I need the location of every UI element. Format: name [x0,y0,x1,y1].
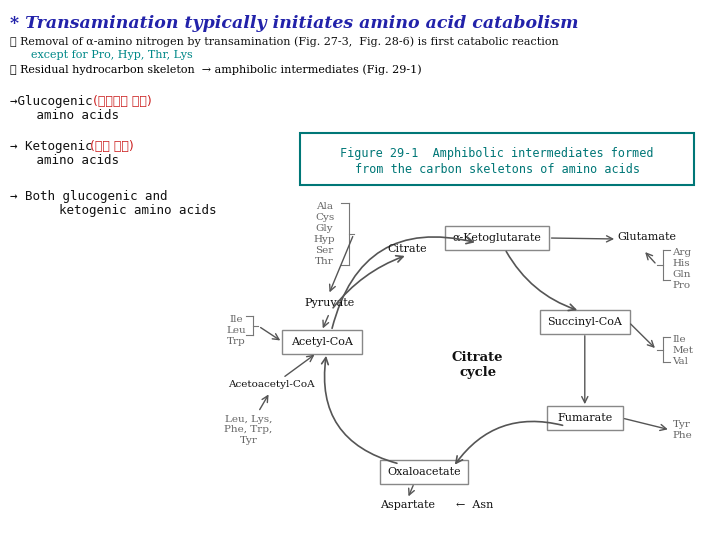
Text: Arg
His
Gln
Pro: Arg His Gln Pro [672,248,692,291]
Text: Pyruvate: Pyruvate [305,298,354,308]
Text: Leu, Lys,
Phe, Trp,
Tyr: Leu, Lys, Phe, Trp, Tyr [225,415,273,445]
Text: →Glucogenic: →Glucogenic [10,95,100,108]
Text: → Ketogenic: → Ketogenic [10,140,100,153]
Text: (글루코스 생성): (글루코스 생성) [93,95,151,108]
Text: Ile
Leu
Trp: Ile Leu Trp [226,315,246,346]
FancyBboxPatch shape [380,460,468,484]
Text: ② Residual hydrocarbon skeleton  → amphibolic intermediates (Fig. 29-1): ② Residual hydrocarbon skeleton → amphib… [10,64,421,75]
Text: amino acids: amino acids [14,109,119,122]
Text: Ile
Met
Val: Ile Met Val [672,335,693,366]
Text: Citrate: Citrate [387,244,427,254]
Text: ketogenic amino acids: ketogenic amino acids [14,204,216,217]
Text: ① Removal of α-amino nitrogen by transamination (Fig. 27-3,  Fig. 28-6) is first: ① Removal of α-amino nitrogen by transam… [10,36,559,46]
Text: Fumarate: Fumarate [557,413,613,423]
Text: ←  Asn: ← Asn [456,500,493,510]
Text: Figure 29-1  Amphibolic intermediates formed: Figure 29-1 Amphibolic intermediates for… [341,147,654,160]
Text: Acetoacetyl-CoA: Acetoacetyl-CoA [228,380,314,389]
Text: Glutamate: Glutamate [617,232,676,242]
Text: Citrate
cycle: Citrate cycle [452,351,503,379]
Text: amino acids: amino acids [14,154,119,167]
Text: Ala
Cys
Gly
Hyp
Ser
Thr: Ala Cys Gly Hyp Ser Thr [314,202,336,267]
Text: → Both glucogenic and: → Both glucogenic and [10,190,167,203]
Text: Oxaloacetate: Oxaloacetate [387,467,461,477]
Text: α-Ketoglutarate: α-Ketoglutarate [453,233,541,243]
FancyBboxPatch shape [546,406,623,430]
Text: Tyr
Phe: Tyr Phe [672,420,692,440]
FancyBboxPatch shape [445,226,549,250]
FancyBboxPatch shape [282,330,361,354]
Text: Acetyl-CoA: Acetyl-CoA [291,337,353,347]
Text: * Transamination typically initiates amino acid catabolism: * Transamination typically initiates ami… [10,15,578,32]
Text: (케톤 생성): (케톤 생성) [90,140,133,153]
FancyBboxPatch shape [540,310,629,334]
Text: Succinyl-CoA: Succinyl-CoA [547,317,622,327]
Text: Aspartate: Aspartate [380,500,435,510]
Text: except for Pro, Hyp, Thr, Lys: except for Pro, Hyp, Thr, Lys [10,50,192,60]
Text: from the carbon skeletons of amino acids: from the carbon skeletons of amino acids [354,163,639,176]
FancyBboxPatch shape [300,133,694,185]
